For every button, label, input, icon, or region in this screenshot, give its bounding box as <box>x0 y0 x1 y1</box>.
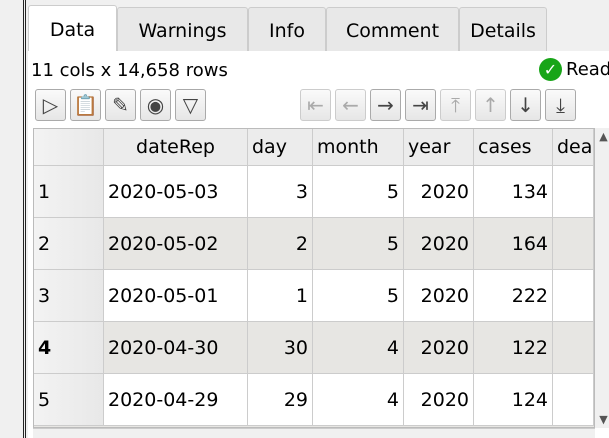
ready-status: ✓ Read <box>539 58 609 81</box>
cell[interactable]: 2020-04-29 <box>104 374 248 426</box>
previous-column-icon: ← <box>342 93 359 117</box>
table-row[interactable]: 1 2020-05-03 3 5 2020 134 <box>34 166 594 218</box>
row-number[interactable]: 1 <box>34 166 104 218</box>
cell[interactable] <box>553 270 594 322</box>
vertical-scrollbar[interactable]: ▲ ▼ <box>595 128 609 428</box>
tab-bar: Data Warnings Info Comment Details <box>28 5 547 53</box>
run-button[interactable]: ▷ <box>35 89 66 121</box>
next-row-button[interactable]: ↓ <box>510 89 541 121</box>
cell[interactable]: 2020 <box>404 270 474 322</box>
clipboard-export-button[interactable]: 📋 <box>70 89 101 121</box>
first-column-icon: ⇤ <box>307 93 324 117</box>
cell[interactable]: 2020 <box>404 218 474 270</box>
view-button[interactable]: ◉ <box>140 89 171 121</box>
cell[interactable]: 2020-05-03 <box>104 166 248 218</box>
column-header[interactable] <box>34 129 104 166</box>
column-header[interactable]: year <box>404 129 474 166</box>
data-panel: 11 cols x 14,658 rows ✓ Read ▷ 📋 ✎ ◉ ▽ ⇤ ← → ⇥ ⤒ ↑ ↓… <box>28 51 609 438</box>
next-row-icon: ↓ <box>517 93 534 117</box>
check-icon: ✓ <box>539 58 562 81</box>
horizontal-scrollbar[interactable] <box>33 428 595 438</box>
previous-row-button[interactable]: ↑ <box>475 89 506 121</box>
last-row-icon: ⤓ <box>556 93 565 117</box>
tab-data[interactable]: Data <box>28 5 117 53</box>
table-row[interactable]: 4 2020-04-30 30 4 2020 122 <box>34 322 594 374</box>
row-number[interactable]: 2 <box>34 218 104 270</box>
cell[interactable]: 2020 <box>404 322 474 374</box>
column-header[interactable]: cases <box>474 129 553 166</box>
table-row[interactable]: 5 2020-04-29 29 4 2020 124 <box>34 374 594 426</box>
cell[interactable] <box>553 374 594 426</box>
dataset-viewer: Data Warnings Info Comment Details 11 cols x… <box>23 0 609 438</box>
tab-comment[interactable]: Comment <box>326 7 459 53</box>
first-row-button[interactable]: ⤒ <box>440 89 471 121</box>
table-row[interactable]: 2 2020-05-02 2 5 2020 164 <box>34 218 594 270</box>
cell[interactable]: 1 <box>248 270 313 322</box>
cell[interactable]: 5 <box>313 166 404 218</box>
scroll-down-icon[interactable]: ▼ <box>599 413 608 426</box>
column-header[interactable]: month <box>313 129 404 166</box>
cell[interactable]: 124 <box>474 374 553 426</box>
cell[interactable]: 2020-04-30 <box>104 322 248 374</box>
cell[interactable]: 2020-05-01 <box>104 270 248 322</box>
ready-label: Read <box>566 59 609 80</box>
last-row-button[interactable]: ⤓ <box>545 89 576 121</box>
edit-button[interactable]: ✎ <box>105 89 136 121</box>
cell[interactable]: 30 <box>248 322 313 374</box>
last-column-icon: ⇥ <box>412 93 429 117</box>
cell[interactable]: 134 <box>474 166 553 218</box>
cell[interactable] <box>553 166 594 218</box>
cell[interactable] <box>553 322 594 374</box>
cell[interactable]: 3 <box>248 166 313 218</box>
cell[interactable]: 5 <box>313 270 404 322</box>
edit-icon: ✎ <box>112 93 129 117</box>
next-column-button[interactable]: → <box>370 89 401 121</box>
data-grid[interactable]: dateRep day month year cases dea 1 2020-05-03 3 5… <box>33 128 595 428</box>
cell[interactable]: 2 <box>248 218 313 270</box>
filter-icon: ▽ <box>182 93 199 117</box>
column-header[interactable]: dea <box>553 129 594 166</box>
last-column-button[interactable]: ⇥ <box>405 89 436 121</box>
cell[interactable]: 122 <box>474 322 553 374</box>
view-icon: ◉ <box>146 93 165 117</box>
cell[interactable]: 2020 <box>404 374 474 426</box>
row-number[interactable]: 3 <box>34 270 104 322</box>
clipboard-export-icon: 📋 <box>73 93 98 117</box>
cell[interactable]: 164 <box>474 218 553 270</box>
tab-warnings[interactable]: Warnings <box>117 7 248 53</box>
cell[interactable] <box>553 218 594 270</box>
cell[interactable]: 2020 <box>404 166 474 218</box>
header-row[interactable]: dateRep day month year cases dea <box>34 129 594 166</box>
cell[interactable]: 2020-05-02 <box>104 218 248 270</box>
first-column-button[interactable]: ⇤ <box>300 89 331 121</box>
first-row-icon: ⤒ <box>451 93 460 117</box>
tab-details[interactable]: Details <box>459 7 547 53</box>
column-header[interactable]: day <box>248 129 313 166</box>
filter-button[interactable]: ▽ <box>175 89 206 121</box>
run-icon: ▷ <box>42 93 59 117</box>
previous-column-button[interactable]: ← <box>335 89 366 121</box>
row-number[interactable]: 5 <box>34 374 104 426</box>
scroll-up-icon[interactable]: ▲ <box>599 130 608 143</box>
cell[interactable]: 29 <box>248 374 313 426</box>
cell[interactable]: 5 <box>313 218 404 270</box>
row-number[interactable]: 4 <box>34 322 104 374</box>
column-header[interactable]: dateRep <box>104 129 248 166</box>
next-column-icon: → <box>377 93 394 117</box>
cell[interactable]: 4 <box>313 374 404 426</box>
table-row[interactable]: 3 2020-05-01 1 5 2020 222 <box>34 270 594 322</box>
dimensions-label: 11 cols x 14,658 rows <box>31 60 228 81</box>
cell[interactable]: 222 <box>474 270 553 322</box>
previous-row-icon: ↑ <box>482 93 499 117</box>
tab-info[interactable]: Info <box>248 7 326 53</box>
cell[interactable]: 4 <box>313 322 404 374</box>
